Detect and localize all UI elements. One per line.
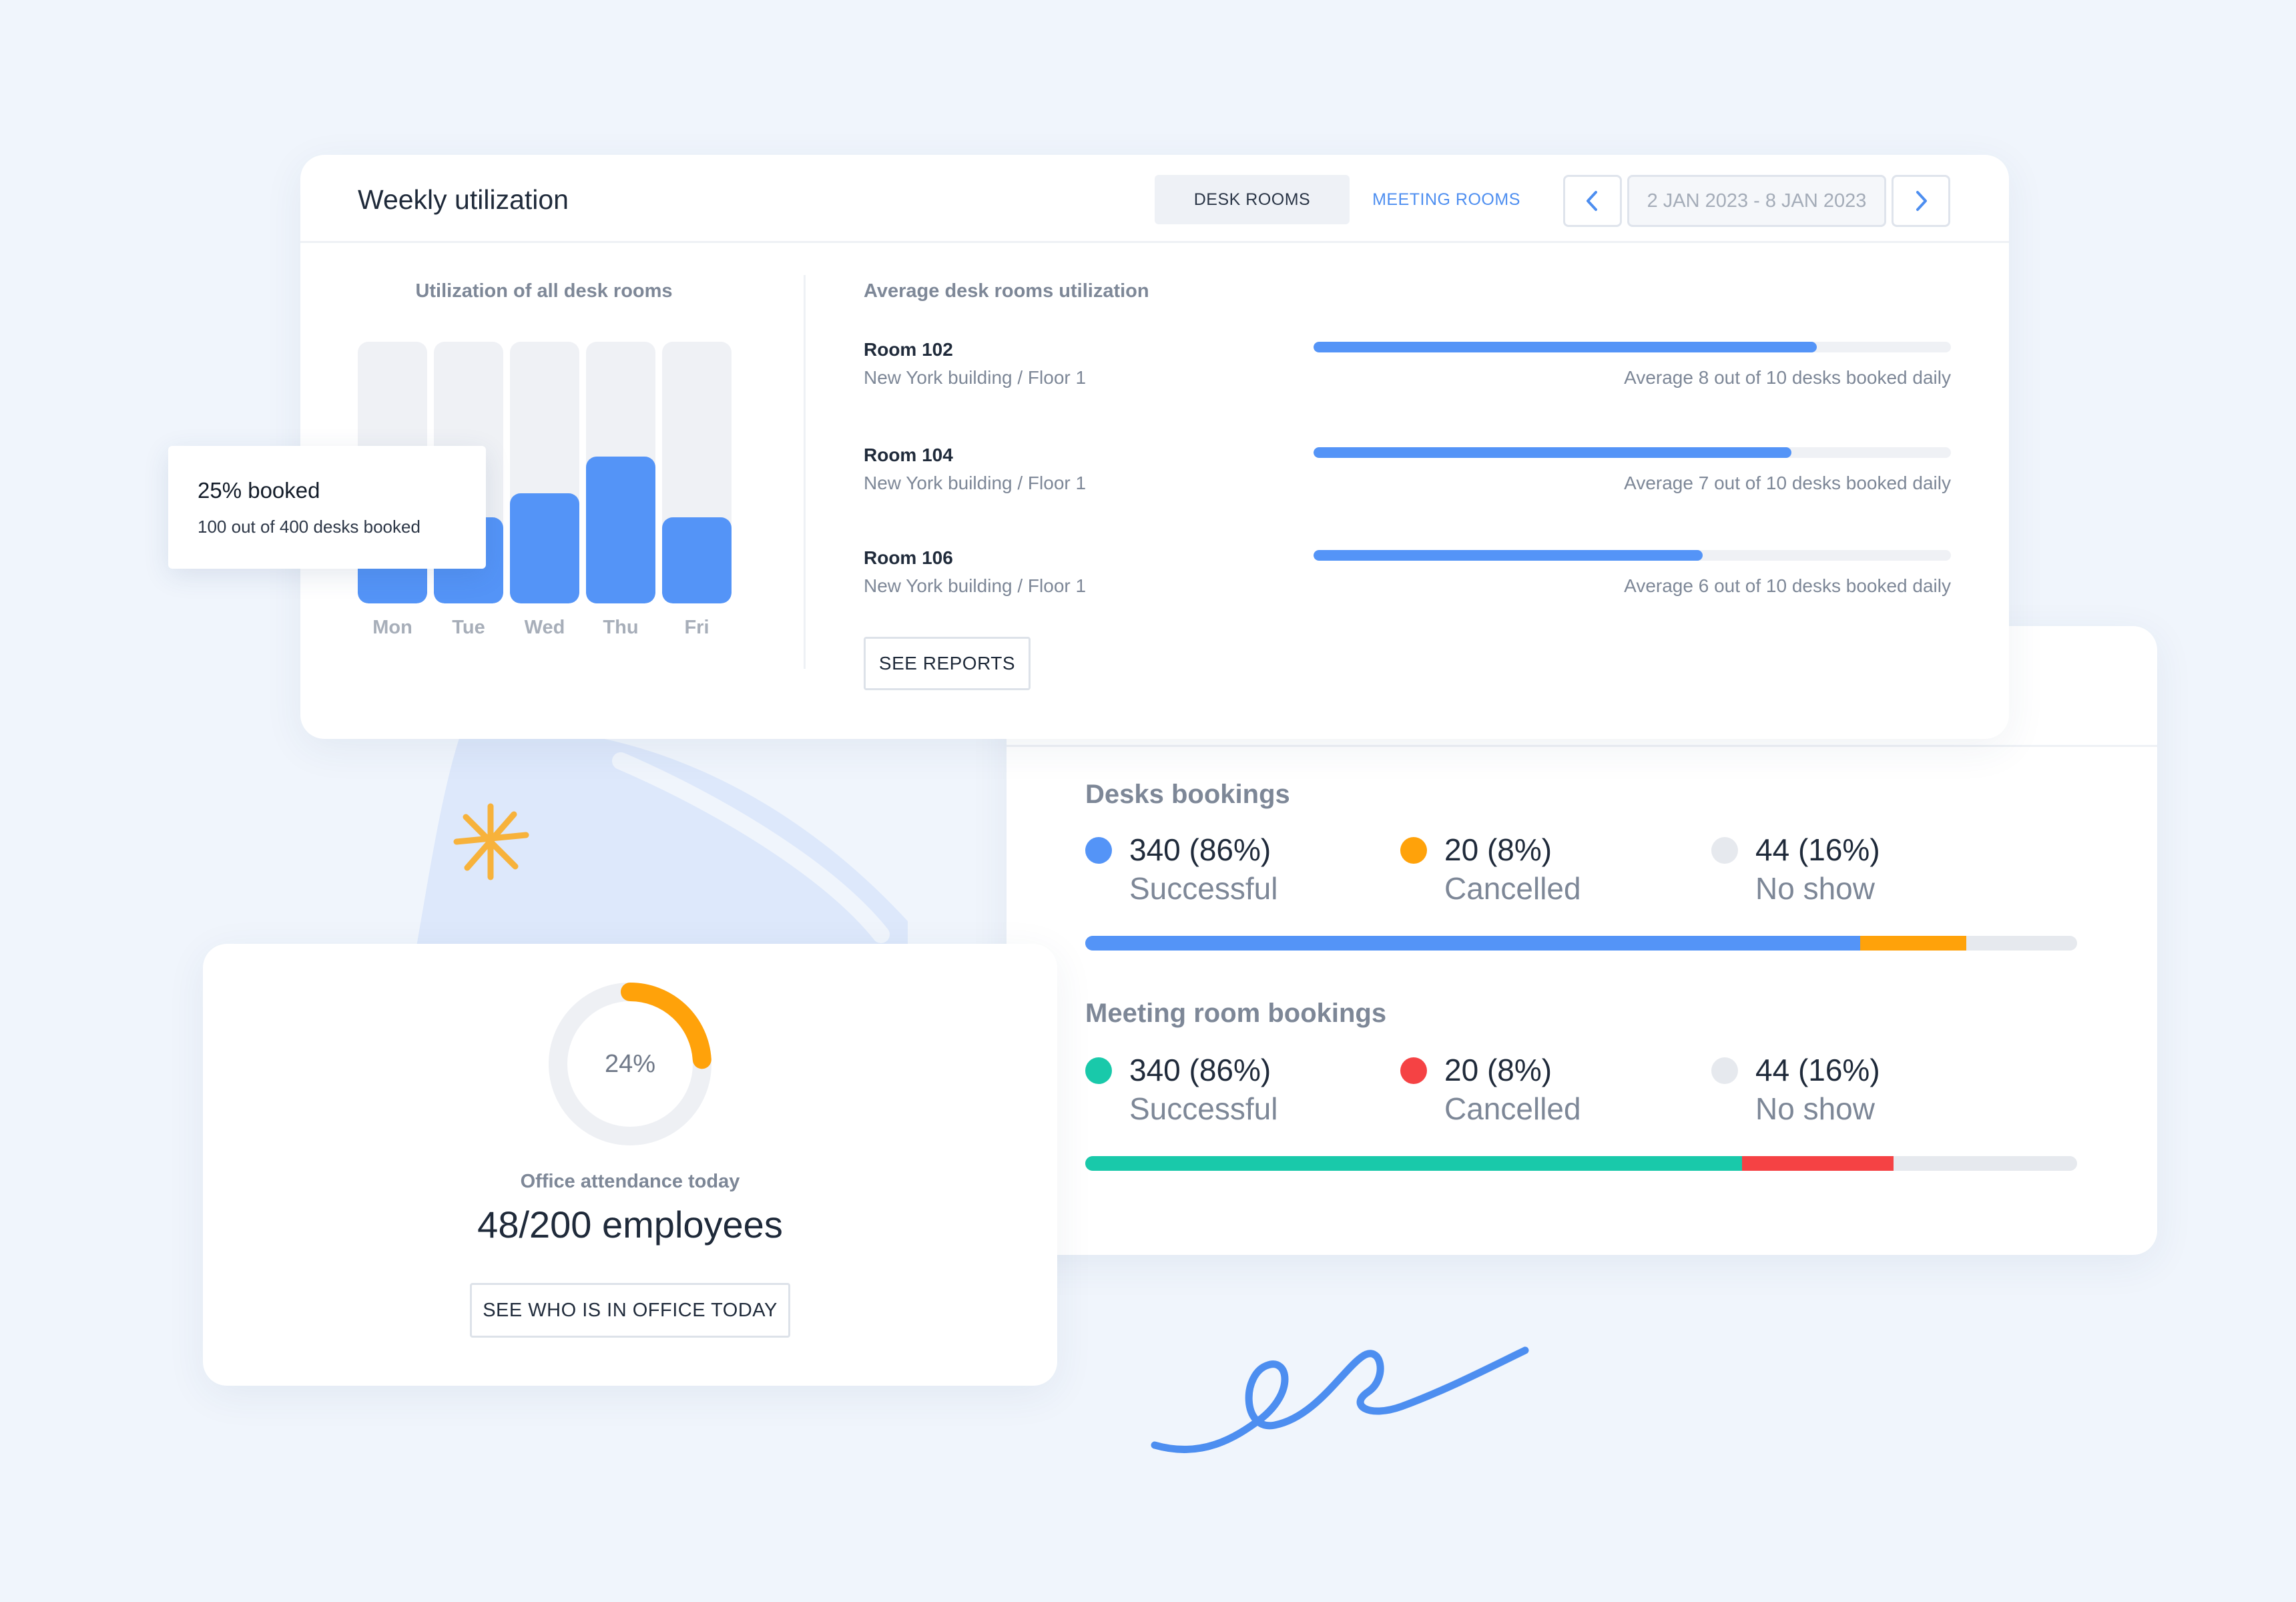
- bar-segment-cancelled: [1859, 936, 1966, 951]
- room-utilization-fill: [1314, 342, 1817, 352]
- legend-value: 340 (86%): [1129, 1053, 1271, 1087]
- status-dot: [1711, 1057, 1738, 1084]
- legend-label: Cancelled: [1444, 1091, 1581, 1126]
- average-utilization-title: Average desk rooms utilization: [864, 280, 1149, 302]
- room-location: New York building / Floor 1: [864, 575, 1087, 596]
- bar-fri[interactable]: [662, 517, 732, 603]
- legend-value: 44 (16%): [1755, 832, 1880, 867]
- bar-track-fri[interactable]: [662, 342, 732, 603]
- status-dot: [1400, 837, 1427, 864]
- legend-label: Successful: [1129, 871, 1278, 906]
- card-header: Weekly utilization DESK ROOMS MEETING RO…: [300, 155, 2009, 243]
- bar-label-mon: Mon: [372, 617, 412, 638]
- legend-value: 340 (86%): [1129, 832, 1271, 867]
- chevron-right-icon: [1916, 191, 1927, 211]
- status-dot: [1400, 1057, 1427, 1084]
- office-attendance-card: 24% Office attendance today 48/200 emplo…: [203, 944, 1057, 1386]
- attendance-value: 48/200 employees: [477, 1204, 783, 1246]
- room-utilization-bar: [1314, 550, 1951, 561]
- room-utilization-bar: [1314, 447, 1951, 458]
- room-name: Room 106: [864, 547, 953, 568]
- attendance-label: Office attendance today: [520, 1171, 740, 1192]
- tooltip-subtitle: 100 out of 400 desks booked: [198, 517, 420, 537]
- room-name: Room 104: [864, 445, 953, 465]
- bar-segment-no-show: [1894, 1156, 2077, 1171]
- chevron-left-icon: [1587, 191, 1597, 211]
- desks-bookings-bar: [1085, 936, 2077, 951]
- attendance-percent: 24%: [604, 1049, 656, 1078]
- donut-progress-arc: [549, 983, 711, 1145]
- legend-value: 44 (16%): [1755, 1053, 1880, 1087]
- bar-label-fri: Fri: [684, 617, 709, 638]
- bar-segment-no-show: [1966, 936, 2077, 951]
- tab-meeting-rooms[interactable]: MEETING ROOMS: [1372, 190, 1520, 209]
- room-utilization-fill: [1314, 550, 1703, 561]
- tab-desk-rooms[interactable]: DESK ROOMS: [1155, 175, 1350, 224]
- room-location: New York building / Floor 1: [864, 367, 1087, 388]
- bar-label-wed: Wed: [524, 617, 565, 638]
- tooltip-title: 25% booked: [198, 478, 320, 503]
- card-title: Weekly utilization: [358, 184, 569, 215]
- squiggle-decoration: [1151, 1346, 1529, 1453]
- donut-svg: [549, 983, 711, 1145]
- bar-tooltip: 25% booked 100 out of 400 desks booked: [168, 446, 486, 569]
- previous-week-button[interactable]: [1563, 175, 1622, 227]
- room-location: New York building / Floor 1: [864, 473, 1087, 493]
- bar-segment-successful: [1085, 936, 1860, 951]
- meeting-room-bookings-title: Meeting room bookings: [1085, 999, 1387, 1028]
- bar-wed[interactable]: [510, 493, 579, 603]
- room-average-text: Average 6 out of 10 desks booked daily: [1624, 575, 1951, 596]
- meeting-bookings-bar: [1085, 1156, 2077, 1171]
- date-range-display[interactable]: 2 JAN 2023 - 8 JAN 2023: [1627, 175, 1886, 227]
- status-dot: [1085, 837, 1112, 864]
- divider: [1007, 745, 2157, 747]
- status-dot: [1085, 1057, 1112, 1084]
- bar-label-thu: Thu: [603, 617, 639, 638]
- vertical-divider: [804, 275, 806, 669]
- legend-value: 20 (8%): [1444, 1053, 1552, 1087]
- weekly-utilization-card: Weekly utilization DESK ROOMS MEETING RO…: [300, 155, 2009, 739]
- room-utilization-bar: [1314, 342, 1951, 352]
- attendance-donut-chart: 24%: [543, 977, 717, 1151]
- room-average-text: Average 7 out of 10 desks booked daily: [1624, 473, 1951, 493]
- bar-thu[interactable]: [586, 457, 655, 603]
- legend-value: 20 (8%): [1444, 832, 1552, 867]
- next-week-button[interactable]: [1892, 175, 1950, 227]
- bar-segment-successful: [1085, 1156, 1742, 1171]
- legend-label: Successful: [1129, 1091, 1278, 1126]
- room-name: Room 102: [864, 339, 953, 360]
- bar-track-wed[interactable]: [510, 342, 579, 603]
- see-who-is-in-office-button[interactable]: SEE WHO IS IN OFFICE TODAY: [470, 1283, 790, 1338]
- desks-bookings-title: Desks bookings: [1085, 780, 1290, 809]
- room-utilization-fill: [1314, 447, 1792, 458]
- bar-segment-cancelled: [1741, 1156, 1894, 1171]
- legend-label: Cancelled: [1444, 871, 1581, 906]
- bar-label-tue: Tue: [452, 617, 485, 638]
- chart-title: Utilization of all desk rooms: [415, 280, 673, 302]
- bar-track-thu[interactable]: [586, 342, 655, 603]
- sparkle-icon: [453, 803, 529, 880]
- legend-label: No show: [1755, 1091, 1875, 1126]
- room-average-text: Average 8 out of 10 desks booked daily: [1624, 367, 1951, 388]
- status-dot: [1711, 837, 1738, 864]
- legend-label: No show: [1755, 871, 1875, 906]
- see-reports-button[interactable]: SEE REPORTS: [864, 637, 1031, 690]
